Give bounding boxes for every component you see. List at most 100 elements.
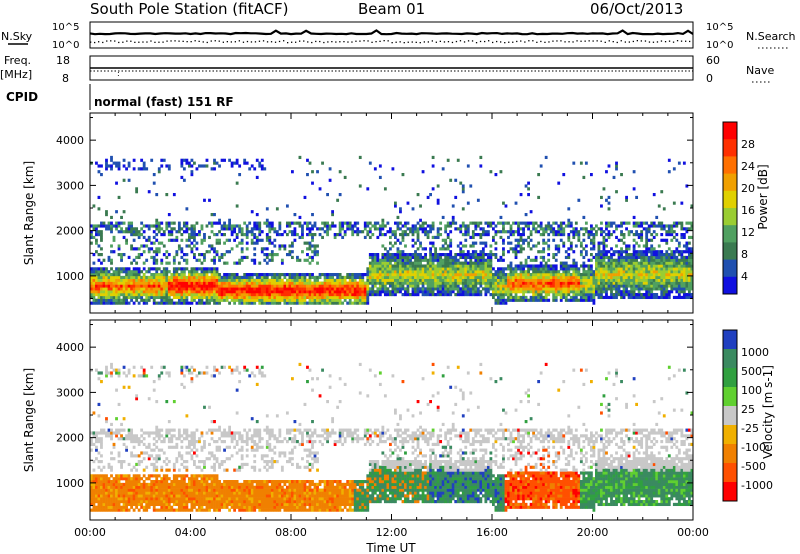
power-cell	[600, 278, 603, 282]
power-cell	[419, 261, 422, 265]
power-cell	[195, 267, 199, 271]
power-cell	[464, 238, 468, 242]
power-cell	[388, 235, 392, 240]
power-cell	[406, 261, 410, 265]
power-cell	[625, 284, 628, 288]
power-cell	[434, 281, 438, 285]
power-cell	[572, 298, 576, 302]
power-cell	[419, 281, 422, 285]
power-cell	[527, 281, 530, 285]
velocity-cell	[90, 474, 93, 478]
power-cell	[167, 278, 171, 282]
power-cell	[378, 290, 382, 294]
power-cell	[388, 253, 392, 257]
velocity-cell	[132, 497, 136, 501]
power-cell	[185, 230, 189, 234]
power-cell	[268, 227, 272, 231]
power-cell	[486, 290, 490, 294]
power-cell	[549, 284, 553, 288]
power-cell	[514, 230, 518, 234]
power-cell	[670, 267, 674, 271]
power-cell	[587, 284, 591, 288]
power-cell	[404, 233, 407, 237]
power-cell	[592, 275, 596, 280]
power-cell	[446, 267, 450, 271]
power-cell	[150, 255, 154, 260]
power-cell	[90, 301, 93, 305]
power-cell	[424, 227, 427, 231]
power-cell	[589, 290, 593, 294]
power-cell	[150, 273, 154, 277]
power-cell	[291, 170, 294, 174]
power-cell	[208, 301, 211, 305]
velocity-cell	[137, 488, 141, 492]
power-cell	[291, 250, 294, 254]
power-cell	[640, 224, 644, 228]
power-cell	[404, 267, 407, 271]
power-cell	[162, 301, 166, 305]
power-cell	[203, 273, 206, 277]
power-cell	[682, 290, 686, 294]
power-cell	[625, 227, 628, 231]
power-cell	[383, 264, 387, 268]
power-cell	[481, 241, 485, 245]
power-cell	[203, 233, 206, 237]
power-cell	[366, 187, 370, 191]
power-cell	[203, 301, 206, 305]
power-cell	[632, 270, 636, 274]
power-cell	[248, 273, 252, 277]
power-cell	[499, 270, 503, 274]
power-cell	[401, 264, 405, 268]
power-cell	[388, 275, 392, 280]
power-cell	[579, 293, 583, 297]
power-cell	[127, 230, 131, 234]
power-cell	[167, 233, 171, 237]
power-cell	[497, 270, 500, 274]
power-cell	[600, 267, 603, 271]
power-cell	[381, 255, 385, 260]
power-cell	[142, 164, 146, 168]
power-cell	[499, 235, 503, 240]
power-cell	[399, 284, 402, 288]
power-cell	[680, 233, 684, 237]
power-cell	[610, 278, 613, 282]
power-cell	[605, 227, 608, 231]
power-cell	[215, 161, 219, 165]
power-cell	[316, 261, 319, 265]
power-cell	[687, 275, 691, 280]
velocity-cell	[92, 434, 96, 438]
velocity-cell	[130, 482, 134, 487]
power-cell	[288, 281, 292, 285]
power-cell	[172, 293, 176, 297]
power-cell	[564, 284, 568, 288]
power-cell	[147, 284, 151, 288]
power-cell	[429, 193, 432, 197]
power-cell	[406, 281, 410, 285]
power-cell	[306, 241, 309, 245]
power-cell	[637, 250, 641, 254]
power-cell	[378, 227, 382, 231]
power-cell	[416, 233, 420, 237]
velocity-cell	[117, 437, 121, 441]
power-cell	[371, 258, 375, 262]
power-cell	[409, 278, 412, 282]
power-cell	[486, 253, 490, 257]
power-cell	[610, 273, 613, 277]
power-cell	[426, 258, 430, 262]
power-cell	[127, 221, 131, 225]
power-cell	[484, 230, 488, 234]
power-cell	[321, 301, 324, 305]
power-cell	[657, 250, 661, 254]
power-cell	[147, 267, 151, 271]
power-cell	[250, 278, 254, 282]
power-cell	[353, 290, 357, 294]
power-cell	[248, 230, 252, 234]
power-cell	[589, 173, 593, 177]
power-cell	[642, 264, 646, 268]
power-cell	[401, 267, 405, 271]
power-cell	[293, 233, 297, 237]
velocity-cell	[95, 491, 98, 495]
power-cell	[554, 244, 558, 248]
power-cell	[640, 293, 644, 297]
